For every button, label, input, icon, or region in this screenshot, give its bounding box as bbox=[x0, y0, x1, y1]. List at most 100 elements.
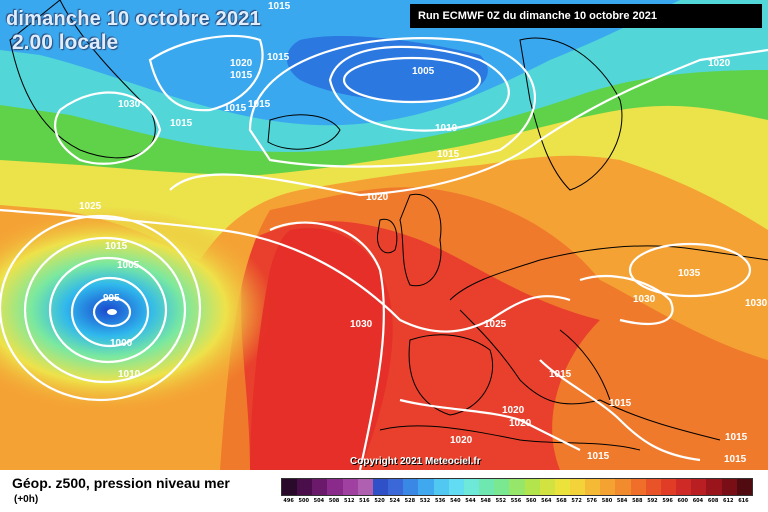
color-scale-swatch bbox=[585, 479, 601, 495]
color-scale-swatch bbox=[676, 479, 692, 495]
color-scale-swatch bbox=[297, 479, 313, 495]
isobar-label: 1025 bbox=[484, 319, 507, 330]
ireland-coast bbox=[376, 218, 398, 254]
color-scale-swatch bbox=[282, 479, 298, 495]
color-scale-tick: 508 bbox=[328, 498, 340, 504]
color-scale-tick: 588 bbox=[632, 498, 643, 504]
greenland-coast bbox=[9, 0, 156, 159]
color-scale-tick: 560 bbox=[525, 498, 537, 504]
color-scale-tick: 532 bbox=[419, 498, 431, 504]
uk-coast bbox=[399, 193, 442, 287]
isobar-1015-north bbox=[248, 37, 536, 168]
isobar-1015-low bbox=[0, 214, 202, 402]
isobar-label: 1030 bbox=[350, 319, 373, 330]
isobar-1030-west bbox=[54, 91, 162, 165]
color-scale-tick: 600 bbox=[677, 498, 688, 504]
isobar-label: 1015 bbox=[248, 99, 271, 110]
isobar-1030 bbox=[269, 221, 386, 470]
isobar-1010-north bbox=[328, 45, 510, 132]
color-scale-swatch bbox=[433, 479, 449, 495]
map-title: Géop. z500, pression niveau mer bbox=[12, 475, 230, 491]
color-scale-swatch bbox=[327, 479, 343, 495]
color-scale-swatch bbox=[312, 479, 328, 495]
color-scale-tick: 536 bbox=[434, 498, 446, 504]
forecast-hour: (+0h) bbox=[14, 494, 39, 505]
color-scale-tick: 552 bbox=[495, 498, 507, 504]
color-scale-swatch bbox=[736, 479, 752, 495]
isobar-label: 1030 bbox=[118, 99, 141, 110]
isobar-labels: 1015 1015 1020 1015 1015 1030 1015 1015 … bbox=[79, 1, 768, 465]
isobar-label: 1015 bbox=[105, 241, 128, 252]
color-scale-swatch bbox=[691, 479, 707, 495]
color-scale-swatch bbox=[403, 479, 419, 495]
isobar-label: 1025 bbox=[79, 201, 102, 212]
isobar-label: 1020 bbox=[450, 435, 473, 446]
isobar-label: 1005 bbox=[412, 66, 435, 77]
color-scale-swatch bbox=[388, 479, 404, 495]
color-scale-tick: 504 bbox=[313, 498, 325, 504]
isobar-label: 1020 bbox=[366, 192, 389, 203]
color-scale-swatch bbox=[569, 479, 586, 495]
geopotential-map: 1015 1015 1020 1015 1015 1030 1015 1015 … bbox=[0, 0, 768, 470]
color-scale-tick: 528 bbox=[404, 498, 416, 504]
color-scale-tick: 584 bbox=[616, 498, 628, 504]
forecast-time: 2.00 locale bbox=[12, 31, 119, 54]
color-scale-swatch bbox=[524, 479, 540, 495]
isobar-1015-south bbox=[539, 359, 701, 462]
copyright: Copyright 2021 Meteociel.fr bbox=[350, 456, 481, 467]
color-scale-tick: 540 bbox=[450, 498, 461, 504]
color-scale-tick: 512 bbox=[344, 498, 355, 504]
isobar-label: 1000 bbox=[110, 338, 133, 349]
color-scale-tick: 520 bbox=[374, 498, 385, 504]
isobar-label: 1020 bbox=[502, 405, 525, 416]
low-center-marker bbox=[107, 309, 117, 315]
isobar-label: 1015 bbox=[724, 454, 747, 465]
color-scale-swatch bbox=[463, 479, 480, 495]
iberia-coast bbox=[408, 334, 494, 416]
color-scale-tick: 564 bbox=[541, 498, 552, 504]
isobar-label: 1030 bbox=[633, 294, 656, 305]
color-scale-swatch bbox=[660, 479, 677, 495]
color-scale-tick: 616 bbox=[738, 498, 749, 504]
color-scale-tick: 556 bbox=[510, 498, 522, 504]
isobar-1000 bbox=[70, 276, 150, 348]
color-scale-swatch bbox=[342, 479, 358, 495]
color-scale-swatch bbox=[630, 479, 646, 495]
isobar-label: 1010 bbox=[435, 123, 458, 134]
isobar-label: 1020 bbox=[230, 58, 253, 69]
isobar-1020-south bbox=[399, 398, 581, 451]
isobar-995 bbox=[92, 296, 132, 328]
color-scale-tick: 500 bbox=[298, 498, 309, 504]
isobar-1030-east bbox=[579, 274, 674, 325]
isobar-label: 1015 bbox=[437, 149, 460, 160]
color-scale-swatch bbox=[479, 479, 495, 495]
scandinavia-coast bbox=[519, 37, 623, 191]
africa-coast bbox=[379, 425, 641, 451]
isobar-label: 1015 bbox=[725, 432, 748, 443]
color-scale-swatch bbox=[357, 479, 373, 495]
forecast-date: dimanche 10 octobre 2021 bbox=[6, 8, 261, 30]
isobar-label: 1015 bbox=[267, 52, 290, 63]
color-scale-swatch bbox=[600, 479, 616, 495]
isobar-label: 1010 bbox=[118, 369, 141, 380]
color-scale-tick: 496 bbox=[283, 498, 294, 504]
isobar-label: 1015 bbox=[230, 70, 253, 81]
isobar-1005 bbox=[48, 256, 168, 364]
color-scale-swatch bbox=[615, 479, 631, 495]
isobar-label: 995 bbox=[103, 293, 120, 304]
color-scale-swatch bbox=[494, 479, 510, 495]
isobar-label: 1020 bbox=[509, 418, 532, 429]
color-scale-tick: 516 bbox=[359, 498, 370, 504]
color-scale-swatch bbox=[372, 479, 389, 495]
isobar-label: 1015 bbox=[587, 451, 610, 462]
color-scale-tick: 612 bbox=[723, 498, 734, 504]
isobar-label: 1015 bbox=[549, 369, 572, 380]
run-banner: Run ECMWF 0Z du dimanche 10 octobre 2021 bbox=[410, 4, 762, 28]
color-scale-swatch bbox=[509, 479, 525, 495]
isobar-label: 1015 bbox=[609, 398, 632, 409]
color-scale-tick: 572 bbox=[571, 498, 582, 504]
color-scale-swatch bbox=[706, 479, 722, 495]
color-scale-swatch bbox=[645, 479, 661, 495]
italy-coast bbox=[559, 329, 611, 401]
isobar-label: 1035 bbox=[678, 268, 701, 279]
